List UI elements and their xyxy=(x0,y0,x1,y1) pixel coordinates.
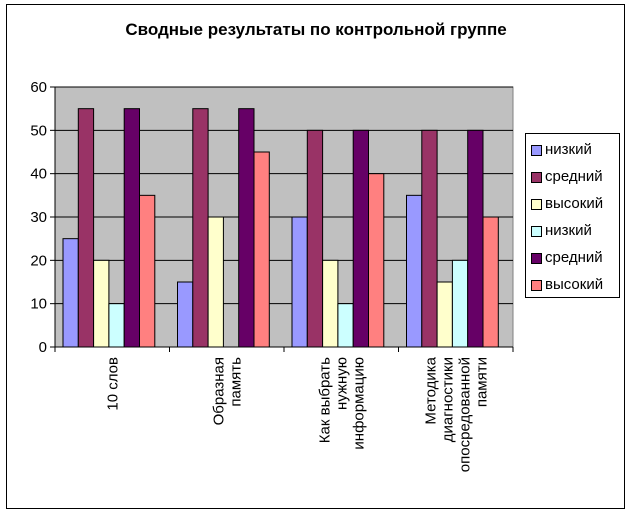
legend-item: низкий xyxy=(526,221,618,241)
legend-item: высокий xyxy=(526,194,618,214)
x-category-label: памяти xyxy=(473,357,490,407)
legend-swatch xyxy=(531,280,542,291)
y-tick-label: 10 xyxy=(30,296,47,313)
bar-series-2-cat-3 xyxy=(436,281,453,348)
legend-label: низкий xyxy=(545,141,592,158)
bar-series-4-cat-1 xyxy=(238,108,255,348)
bar-series-1-cat-2 xyxy=(306,129,324,348)
y-tick-label: 30 xyxy=(30,209,47,226)
bar-series-2-cat-0 xyxy=(93,259,110,348)
legend-label: высокий xyxy=(545,276,604,293)
x-category-label: нужную xyxy=(333,357,350,410)
x-category-label: память xyxy=(227,357,244,407)
x-category-label: информацию xyxy=(350,357,367,450)
y-tick-label: 0 xyxy=(39,339,47,356)
bar-series-3-cat-3 xyxy=(451,259,469,348)
legend: низкий средний высокий низкий средний высокий xyxy=(525,133,620,298)
x-category-label: Как выбрать xyxy=(316,357,333,443)
y-tick-label: 40 xyxy=(30,166,47,183)
bar-series-1-cat-1 xyxy=(192,108,209,348)
bar-series-0-cat-0 xyxy=(62,238,79,348)
y-tick-label: 60 xyxy=(30,79,47,96)
bar-series-5-cat-3 xyxy=(482,216,499,348)
x-category-label: 10 слов xyxy=(104,357,121,411)
bar-series-1-cat-0 xyxy=(77,108,95,348)
bar-series-4-cat-3 xyxy=(467,129,484,348)
legend-item: низкий xyxy=(526,140,618,160)
legend-swatch xyxy=(531,253,542,264)
legend-item: средний xyxy=(526,167,618,187)
legend-label: средний xyxy=(545,168,603,185)
x-category-label: Методика xyxy=(422,356,439,424)
legend-label: средний xyxy=(545,249,603,266)
legend-item: средний xyxy=(526,248,618,268)
x-category-label: Образная xyxy=(210,357,227,425)
x-category-label: диагностики xyxy=(439,357,456,442)
bar-series-2-cat-2 xyxy=(322,259,339,348)
bar-series-5-cat-2 xyxy=(368,173,385,348)
legend-swatch xyxy=(531,172,542,183)
legend-swatch xyxy=(531,145,542,156)
bar-series-0-cat-1 xyxy=(177,281,194,348)
bar-series-0-cat-3 xyxy=(406,194,423,348)
bar-series-1-cat-3 xyxy=(421,129,438,348)
bar-series-3-cat-0 xyxy=(108,303,125,348)
legend-swatch xyxy=(531,199,542,210)
y-tick-label: 50 xyxy=(30,122,47,139)
bar-series-3-cat-2 xyxy=(337,303,354,348)
bar-series-2-cat-1 xyxy=(207,216,224,348)
bar-series-4-cat-0 xyxy=(123,108,140,348)
legend-swatch xyxy=(531,226,542,237)
x-category-label: опосредованной xyxy=(456,357,473,472)
legend-label: низкий xyxy=(545,222,592,239)
chart-title: Сводные результаты по контрольной группе xyxy=(125,20,507,39)
legend-label: высокий xyxy=(545,195,604,212)
bar-series-0-cat-2 xyxy=(291,216,308,348)
bar-series-4-cat-2 xyxy=(352,129,370,348)
bar-series-5-cat-1 xyxy=(253,151,270,348)
legend-item: высокий xyxy=(526,275,618,295)
y-tick-label: 20 xyxy=(30,252,47,269)
bar-series-5-cat-0 xyxy=(139,194,156,348)
